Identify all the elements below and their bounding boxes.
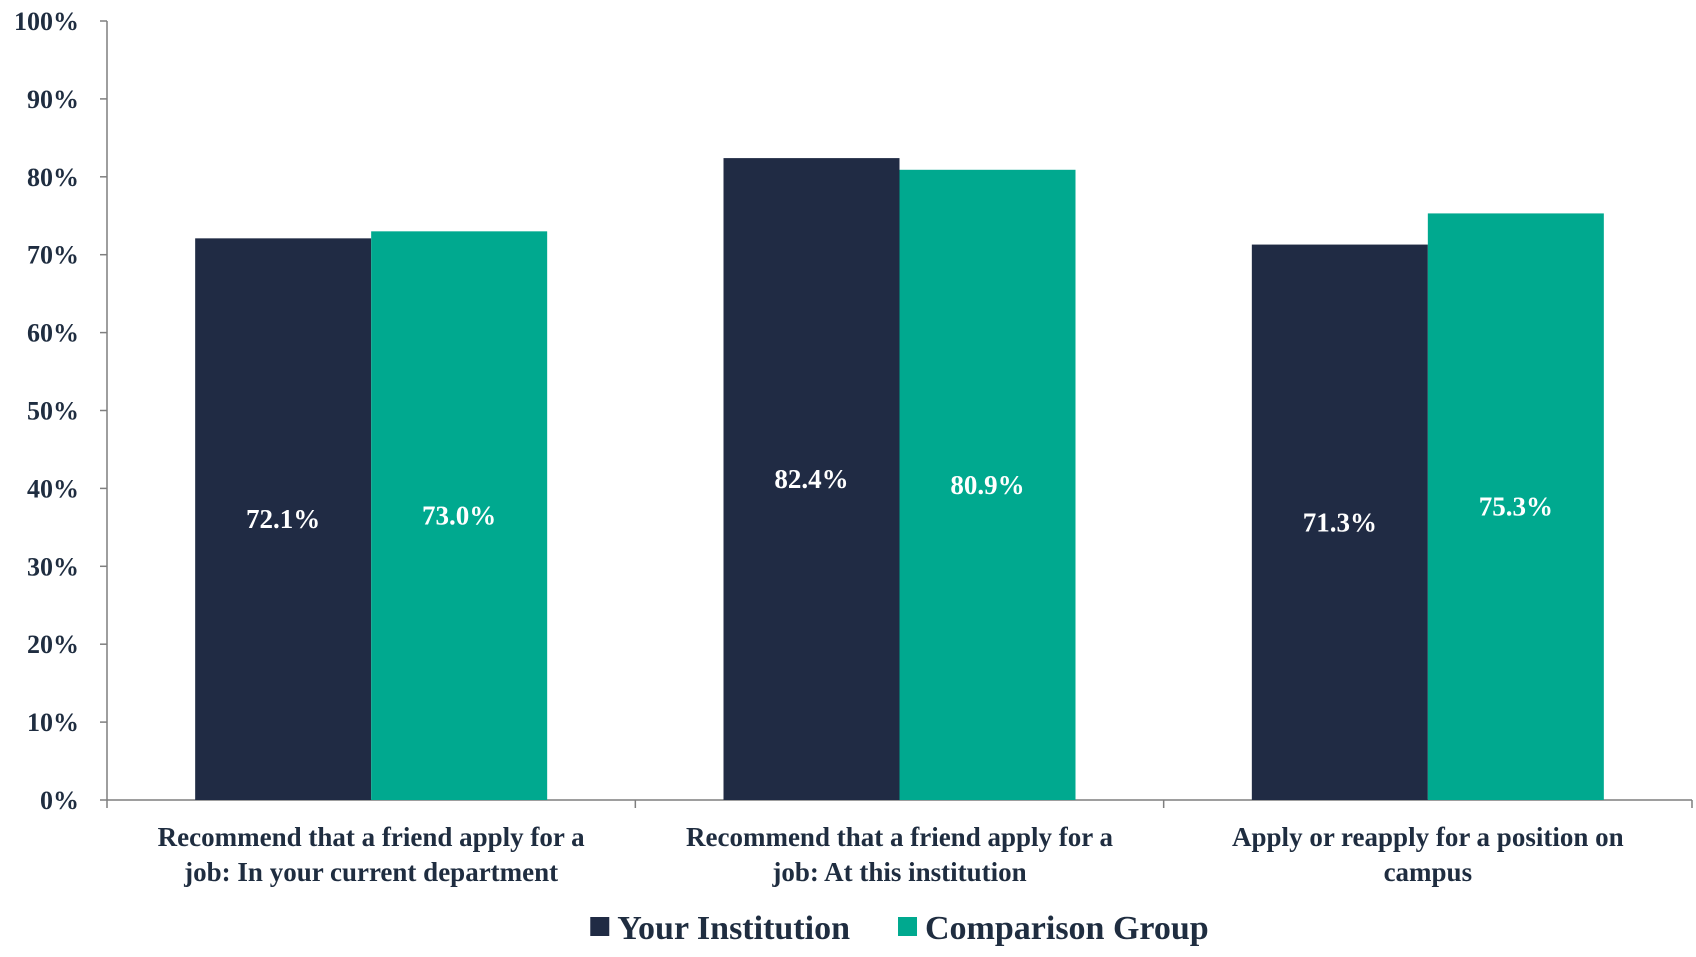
bar-value-label: 71.3%	[1303, 507, 1377, 537]
y-tick-label: 30%	[27, 552, 79, 581]
bar	[195, 238, 372, 800]
y-axis: 0% 10% 20% 30% 40% 50% 60% 70% 80% 90% 100%	[14, 7, 108, 815]
bar	[371, 231, 548, 800]
y-tick-label: 20%	[27, 630, 79, 659]
category-labels: Recommend that a friend apply for a job: …	[158, 822, 1624, 887]
legend-label: Comparison Group	[925, 910, 1209, 947]
y-tick-label: 0%	[40, 786, 79, 815]
y-tick-label: 40%	[27, 474, 79, 503]
bar-value-label: 73.0%	[422, 501, 496, 531]
legend-swatch	[898, 917, 918, 936]
y-tick-label: 100%	[14, 7, 79, 36]
x-axis	[106, 799, 1693, 808]
bar-value-label: 82.4%	[774, 464, 848, 494]
category-label: job: In your current department	[183, 857, 558, 887]
bar-value-label: 80.9%	[950, 470, 1024, 500]
bar	[1427, 213, 1604, 801]
category-label: Recommend that a friend apply for a	[686, 822, 1113, 852]
legend: Your Institution Comparison Group	[590, 910, 1209, 947]
category-label: Recommend that a friend apply for a	[158, 822, 585, 852]
y-tick-label: 60%	[27, 319, 79, 348]
category-label: Apply or reapply for a position on	[1232, 822, 1624, 852]
y-tick-label: 10%	[27, 708, 79, 737]
category-label: job: At this institution	[771, 857, 1026, 887]
bar	[723, 158, 900, 800]
y-tick-label: 90%	[27, 85, 79, 114]
legend-swatch	[590, 917, 610, 936]
y-tick-label: 70%	[27, 241, 79, 270]
bar	[1251, 244, 1428, 800]
bar-value-label: 75.3%	[1479, 492, 1553, 522]
bar-value-label: 72.1%	[246, 504, 320, 534]
bar	[899, 169, 1076, 800]
legend-label: Your Institution	[617, 910, 850, 947]
category-label: campus	[1384, 857, 1473, 887]
y-tick-label: 80%	[27, 163, 79, 192]
bars	[195, 158, 1604, 801]
bar-labels: 72.1% 73.0% 82.4% 80.9% 71.3% 75.3%	[246, 464, 1553, 537]
y-tick-label: 50%	[27, 397, 79, 426]
